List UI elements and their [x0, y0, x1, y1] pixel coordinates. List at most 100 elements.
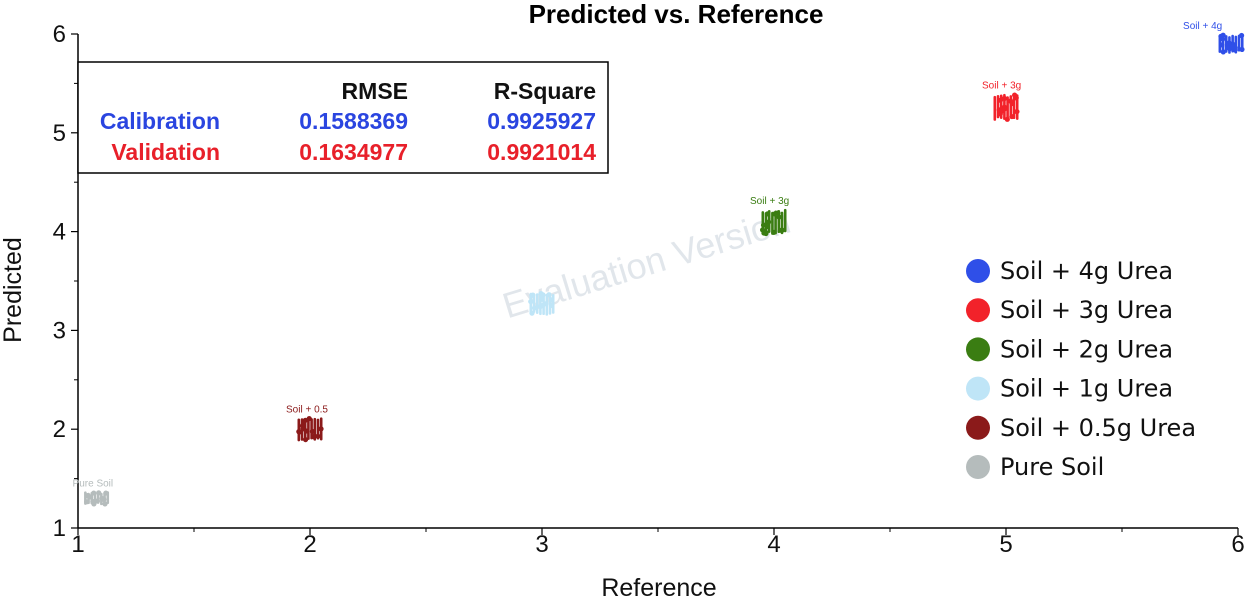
data-point	[772, 211, 778, 217]
series-cluster: Soil + 4g	[1183, 21, 1245, 55]
data-point	[546, 292, 552, 298]
legend-label: Soil + 1g Urea	[1000, 375, 1173, 403]
legend-label: Soil + 0.5g Urea	[1000, 414, 1196, 442]
x-tick-label: 2	[303, 531, 316, 558]
point-label: Soil + 3g	[750, 196, 789, 207]
stats-header-rsquare: R-Square	[494, 78, 596, 104]
legend-item: Soil + 4g Urea	[966, 257, 1173, 285]
series-cluster: Pure Soil	[73, 478, 114, 507]
legend-label: Pure Soil	[1000, 453, 1104, 481]
stats-box	[77, 61, 609, 174]
stats-table: RMSE R-Square Calibration 0.1588369 0.99…	[77, 61, 609, 174]
series-cluster: Soil + 3g	[750, 196, 789, 237]
data-point	[1218, 33, 1224, 39]
stats-calibration-label: Calibration	[100, 108, 220, 134]
data-point	[776, 214, 782, 220]
x-axis-label: Reference	[601, 574, 716, 602]
data-point	[102, 501, 108, 507]
y-tick-label: 1	[53, 515, 66, 542]
data-point	[311, 433, 317, 440]
y-tick-label: 5	[53, 120, 66, 147]
data-point	[85, 493, 91, 499]
data-point	[103, 490, 109, 496]
data-point	[763, 230, 769, 237]
x-tick-label: 6	[1231, 531, 1244, 558]
stats-calibration-rsquare: 0.9925927	[487, 108, 596, 134]
legend-marker	[966, 415, 990, 440]
data-point	[760, 222, 767, 228]
data-point	[764, 223, 771, 230]
data-point	[528, 298, 534, 305]
stats-validation-rsquare: 0.9921014	[487, 139, 596, 165]
data-point	[303, 428, 309, 434]
data-point	[1224, 43, 1231, 50]
series-cluster: Soil + 3g	[982, 80, 1021, 122]
data-point	[1238, 32, 1245, 39]
data-point	[1004, 116, 1010, 122]
legend-marker	[966, 455, 990, 479]
data-point	[529, 310, 535, 316]
stats-header-rmse: RMSE	[342, 78, 408, 104]
legend-item: Pure Soil	[966, 453, 1104, 481]
data-point	[302, 436, 309, 443]
data-point	[771, 229, 777, 235]
x-tick-label: 4	[767, 531, 780, 558]
data-point	[309, 428, 315, 435]
data-point	[315, 433, 321, 439]
legend-marker	[966, 376, 990, 401]
data-point	[101, 496, 107, 503]
legend: Soil + 4g Urea Soil + 3g Urea Soil + 2g Ur…	[966, 257, 1196, 481]
data-point	[531, 305, 538, 311]
series-cluster: Soil + 0.5	[286, 404, 328, 443]
legend-marker	[966, 337, 990, 362]
legend-label: Soil + 3g Urea	[1000, 296, 1173, 324]
point-label: Pure Soil	[73, 478, 114, 489]
series-cluster	[528, 290, 555, 316]
data-point	[318, 426, 324, 432]
data-point	[766, 219, 772, 225]
x-tick-label: 3	[535, 531, 548, 558]
stats-calibration-rmse: 0.1588369	[299, 108, 408, 134]
data-point	[90, 498, 96, 505]
data-points: Soil + 4g Soil + 3g Soil + 3g Soil + 0.5 Pur…	[73, 21, 1245, 507]
legend-label: Soil + 4g Urea	[1000, 257, 1173, 285]
legend-marker	[966, 259, 990, 283]
axis-ticks: 1 2 3 4 5 6 1 2 3 4 5 6	[53, 21, 1245, 558]
x-tick-label: 5	[999, 531, 1012, 558]
data-point	[1219, 42, 1225, 48]
data-point	[1229, 44, 1235, 50]
data-point	[91, 490, 97, 496]
data-point	[84, 499, 90, 505]
legend-label: Soil + 2g Urea	[1000, 335, 1173, 363]
data-point	[306, 415, 312, 422]
data-point	[1007, 98, 1014, 104]
x-tick-label: 1	[71, 531, 84, 558]
data-point	[548, 302, 554, 309]
data-point	[764, 211, 771, 217]
data-point	[1220, 49, 1226, 55]
data-point	[539, 296, 545, 302]
data-point	[1014, 109, 1020, 115]
chart-title: Predicted vs. Reference	[529, 0, 824, 29]
point-label: Soil + 0.5	[286, 404, 328, 415]
data-point	[549, 297, 555, 303]
legend-item: Soil + 1g Urea	[966, 375, 1173, 403]
data-point	[530, 292, 536, 298]
data-point	[1013, 95, 1019, 101]
data-point	[296, 429, 302, 435]
y-axis-label: Predicted	[0, 237, 27, 343]
data-point	[778, 227, 784, 233]
legend-marker	[966, 298, 990, 323]
y-tick-label: 4	[53, 219, 66, 246]
stats-validation-label: Validation	[111, 139, 220, 165]
y-tick-label: 2	[53, 416, 66, 443]
legend-item: Soil + 2g Urea	[966, 335, 1173, 363]
y-tick-label: 6	[53, 21, 66, 48]
data-point	[996, 107, 1002, 113]
data-point	[94, 498, 101, 504]
data-point	[1239, 46, 1245, 53]
stats-validation-rmse: 0.1634977	[299, 139, 408, 165]
data-point	[997, 97, 1004, 103]
data-point	[538, 290, 544, 297]
